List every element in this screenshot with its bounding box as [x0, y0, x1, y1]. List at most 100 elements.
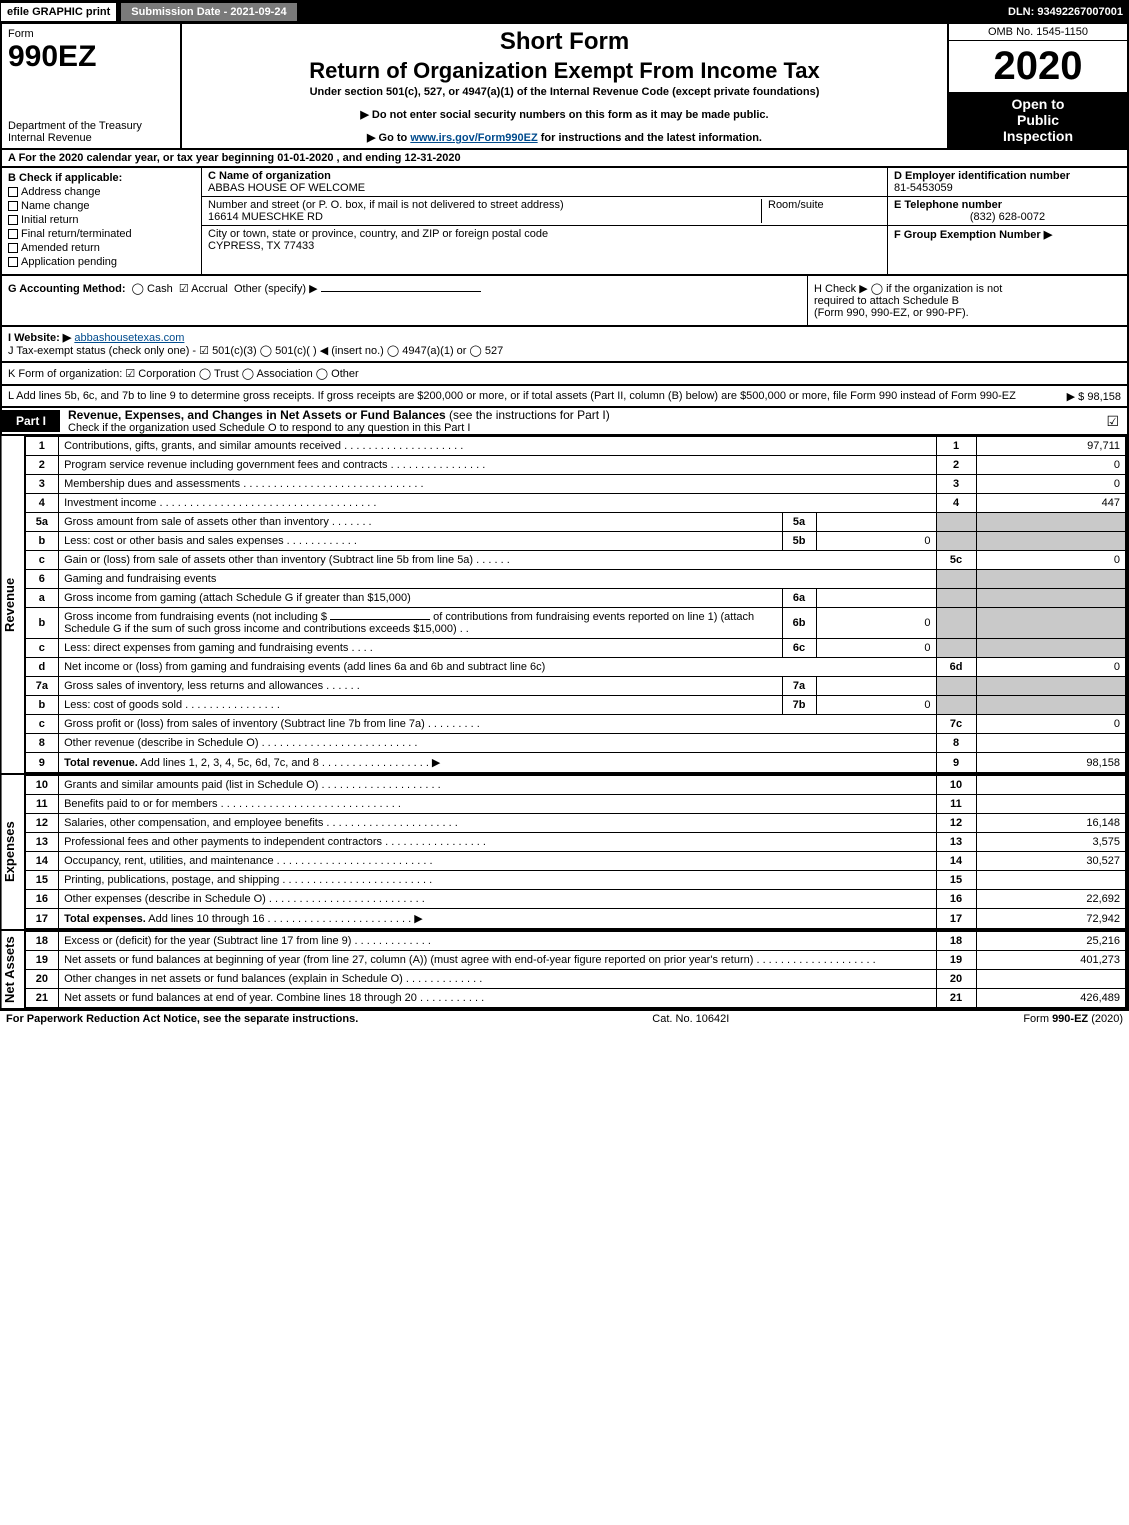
line-7a: 7aGross sales of inventory, less returns…	[25, 677, 1126, 696]
line-10: 10Grants and similar amounts paid (list …	[25, 776, 1126, 795]
line-3: 3Membership dues and assessments . . . .…	[25, 475, 1126, 494]
cb-initial-return[interactable]: Initial return	[8, 214, 195, 226]
line-11: 11Benefits paid to or for members . . . …	[25, 795, 1126, 814]
row-l-gross-receipts: L Add lines 5b, 6c, and 7b to line 9 to …	[0, 386, 1129, 408]
header-left: Form 990EZ Department of the Treasury In…	[2, 24, 182, 148]
return-title: Return of Organization Exempt From Incom…	[190, 58, 939, 84]
dept-treasury: Department of the Treasury	[8, 120, 174, 132]
short-form-title: Short Form	[190, 28, 939, 56]
row-ij: I Website: ▶ abbashousetexas.com J Tax-e…	[0, 327, 1129, 363]
c-addr-label: Number and street (or P. O. box, if mail…	[208, 199, 761, 211]
col-b-checkboxes: B Check if applicable: Address change Na…	[2, 168, 202, 274]
part1-header: Part I Revenue, Expenses, and Changes in…	[0, 408, 1129, 436]
h-line3: (Form 990, 990-EZ, or 990-PF).	[814, 307, 1121, 319]
line-5b: bLess: cost or other basis and sales exp…	[25, 532, 1126, 551]
l-amount: ▶ $ 98,158	[1067, 390, 1121, 403]
g-other-input[interactable]	[321, 291, 481, 292]
revenue-table: 1Contributions, gifts, grants, and simil…	[24, 436, 1127, 773]
c-city-label: City or town, state or province, country…	[208, 228, 881, 240]
tel-value: (832) 628-0072	[894, 211, 1121, 223]
dln-number: DLN: 93492267007001	[1002, 3, 1129, 21]
cb-address-change[interactable]: Address change	[8, 186, 195, 198]
line-7c: cGross profit or (loss) from sales of in…	[25, 715, 1126, 734]
page-footer: For Paperwork Reduction Act Notice, see …	[0, 1010, 1129, 1027]
submission-date: Submission Date - 2021-09-24	[121, 3, 296, 21]
line-13: 13Professional fees and other payments t…	[25, 833, 1126, 852]
cb-final-return[interactable]: Final return/terminated	[8, 228, 195, 240]
cb-name-change[interactable]: Name change	[8, 200, 195, 212]
inspection-line3: Inspection	[953, 128, 1123, 144]
line-1: 1Contributions, gifts, grants, and simil…	[25, 437, 1126, 456]
line-19: 19Net assets or fund balances at beginni…	[25, 951, 1126, 970]
cb-amended-return[interactable]: Amended return	[8, 242, 195, 254]
row-a-tax-year: A For the 2020 calendar year, or tax yea…	[0, 150, 1129, 168]
org-city: CYPRESS, TX 77433	[208, 240, 881, 252]
f-group-label: F Group Exemption Number ▶	[894, 228, 1121, 241]
col-d-numbers: D Employer identification number 81-5453…	[887, 168, 1127, 274]
goto-suffix: for instructions and the latest informat…	[538, 132, 762, 144]
efile-print-button[interactable]: efile GRAPHIC print	[0, 2, 117, 22]
cb-application-pending-label: Application pending	[21, 256, 117, 268]
expenses-side-label: Expenses	[2, 775, 24, 929]
form-number: 990EZ	[8, 40, 174, 74]
cb-amended-return-label: Amended return	[21, 242, 100, 254]
line-12: 12Salaries, other compensation, and empl…	[25, 814, 1126, 833]
g-accounting: G Accounting Method: ◯ Cash ☑ Accrual Ot…	[2, 276, 807, 325]
netassets-section: Net Assets 18Excess or (deficit) for the…	[0, 931, 1129, 1010]
line-2: 2Program service revenue including gover…	[25, 456, 1126, 475]
org-address: 16614 MUESCHKE RD	[208, 211, 761, 223]
org-name: ABBAS HOUSE OF WELCOME	[208, 182, 881, 194]
h-line2: required to attach Schedule B	[814, 295, 1121, 307]
netassets-table: 18Excess or (deficit) for the year (Subt…	[24, 931, 1127, 1008]
c-name-label: C Name of organization	[208, 170, 881, 182]
header-right: OMB No. 1545-1150 2020 Open to Public In…	[947, 24, 1127, 148]
h-line1: H Check ▶ ◯ if the organization is not	[814, 282, 1121, 295]
g-other[interactable]: Other (specify) ▶	[234, 283, 318, 295]
l-text: L Add lines 5b, 6c, and 7b to line 9 to …	[8, 390, 1016, 402]
irs-link[interactable]: www.irs.gov/Form990EZ	[410, 132, 537, 144]
part1-label: Part I	[2, 410, 60, 432]
line-17: 17Total expenses. Add lines 10 through 1…	[25, 909, 1126, 929]
top-bar: efile GRAPHIC print Submission Date - 20…	[0, 0, 1129, 24]
ein-value: 81-5453059	[894, 182, 1121, 194]
footer-paperwork: For Paperwork Reduction Act Notice, see …	[6, 1013, 358, 1025]
tax-year: 2020	[949, 41, 1127, 92]
footer-formid: Form 990-EZ (2020)	[1023, 1013, 1123, 1025]
g-cash[interactable]: Cash	[147, 283, 173, 295]
line-15: 15Printing, publications, postage, and s…	[25, 871, 1126, 890]
line-21: 21Net assets or fund balances at end of …	[25, 989, 1126, 1008]
line-6c: cLess: direct expenses from gaming and f…	[25, 639, 1126, 658]
section-bcdef: B Check if applicable: Address change Na…	[0, 168, 1129, 276]
d-ein-label: D Employer identification number	[894, 170, 1121, 182]
h-schedule-b: H Check ▶ ◯ if the organization is not r…	[807, 276, 1127, 325]
form-label: Form	[8, 28, 174, 40]
room-suite-label: Room/suite	[761, 199, 881, 223]
form-header: Form 990EZ Department of the Treasury In…	[0, 24, 1129, 150]
cb-address-change-label: Address change	[21, 186, 101, 198]
public-inspection: Open to Public Inspection	[949, 92, 1127, 148]
cb-name-change-label: Name change	[21, 200, 90, 212]
goto-prefix: ▶ Go to	[367, 132, 410, 144]
g-accrual[interactable]: Accrual	[191, 283, 228, 295]
cb-application-pending[interactable]: Application pending	[8, 256, 195, 268]
cb-initial-return-label: Initial return	[21, 214, 78, 226]
line-9: 9Total revenue. Total revenue. Add lines…	[25, 753, 1126, 773]
inspection-line2: Public	[953, 112, 1123, 128]
line-6a: aGross income from gaming (attach Schedu…	[25, 589, 1126, 608]
cb-final-return-label: Final return/terminated	[21, 228, 132, 240]
website-link[interactable]: abbashousetexas.com	[74, 332, 184, 344]
line-18: 18Excess or (deficit) for the year (Subt…	[25, 932, 1126, 951]
line-5a: 5aGross amount from sale of assets other…	[25, 513, 1126, 532]
j-tax-status: J Tax-exempt status (check only one) - ☑…	[8, 344, 1121, 357]
omb-number: OMB No. 1545-1150	[949, 24, 1127, 41]
g-label: G Accounting Method:	[8, 283, 126, 295]
i-website-label: I Website: ▶	[8, 332, 71, 344]
expenses-section: Expenses 10Grants and similar amounts pa…	[0, 775, 1129, 931]
line-7b: bLess: cost of goods sold . . . . . . . …	[25, 696, 1126, 715]
instructions-link-line: ▶ Go to www.irs.gov/Form990EZ for instru…	[190, 131, 939, 144]
part1-sub: Check if the organization used Schedule …	[60, 422, 478, 434]
irs-label: Internal Revenue	[8, 132, 174, 144]
line-8: 8Other revenue (describe in Schedule O) …	[25, 734, 1126, 753]
line-6: 6Gaming and fundraising events	[25, 570, 1126, 589]
part1-check-icon: ☑	[1106, 413, 1119, 430]
